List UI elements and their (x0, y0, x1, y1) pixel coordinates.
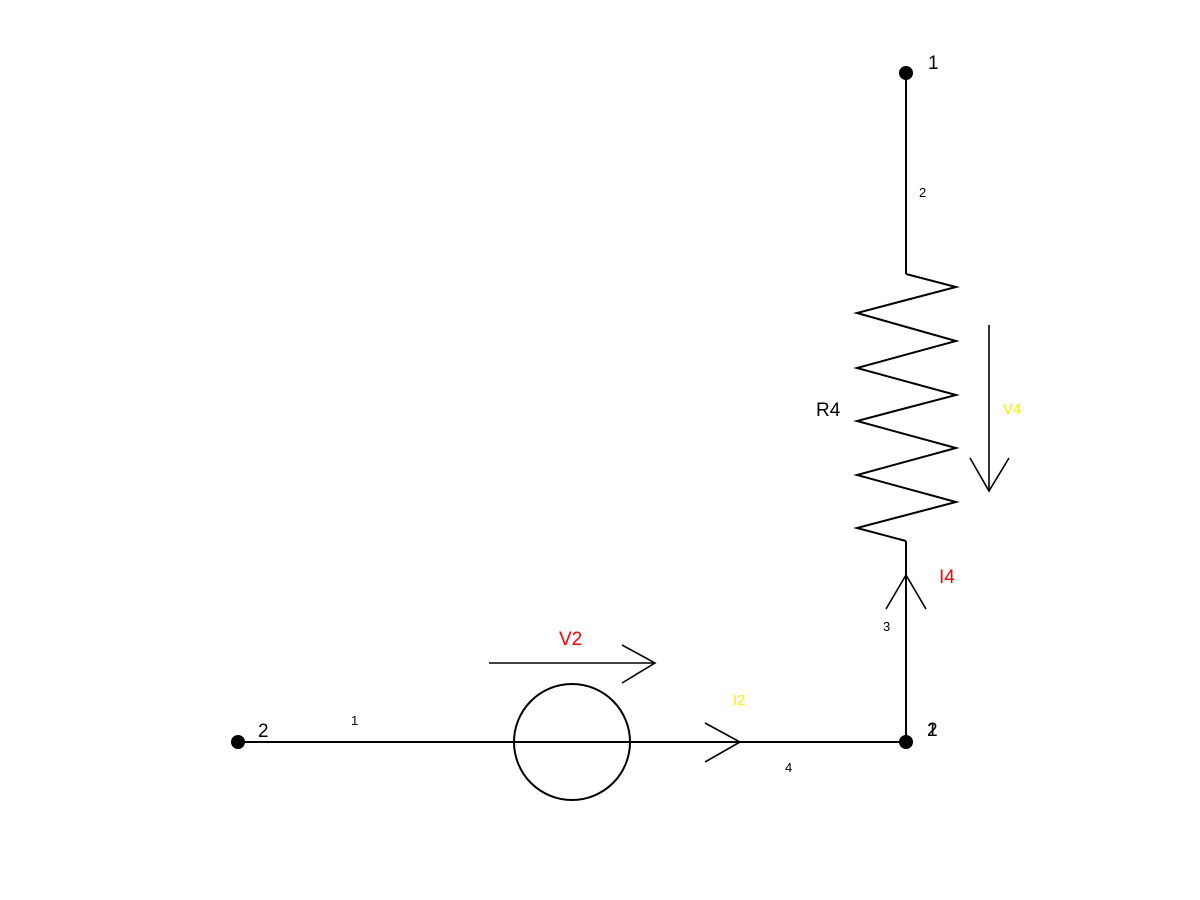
node-left-label: 2 (258, 721, 269, 742)
node-top (899, 66, 913, 80)
node-corner-label-b: 2 (927, 720, 938, 741)
branch-vertical-top-label: 2 (919, 185, 926, 200)
node-left (231, 735, 245, 749)
node-corner-label-a: 1 (927, 720, 938, 741)
branch-horizontal-right-label: 4 (785, 760, 792, 775)
v4-arrow-head (969, 457, 1010, 493)
i2-arrow-head (704, 722, 742, 763)
voltage-source-label: V2 (559, 629, 582, 650)
resistor-current-label: I4 (939, 567, 955, 588)
branch-vertical-bottom-label: 3 (883, 619, 890, 634)
resistor-label: R4 (816, 400, 841, 421)
i4-arrow-head (885, 573, 927, 610)
resistor-zigzag (853, 273, 960, 542)
node-top-label: 1 (928, 53, 939, 74)
voltage-source-symbol (513, 683, 631, 801)
source-current-label: I2 (733, 692, 746, 709)
node-corner (899, 735, 913, 749)
branch-horizontal-left-label: 1 (351, 713, 358, 728)
resistor-voltage-label: V4 (1003, 401, 1021, 418)
v2-arrow-head (621, 644, 657, 684)
